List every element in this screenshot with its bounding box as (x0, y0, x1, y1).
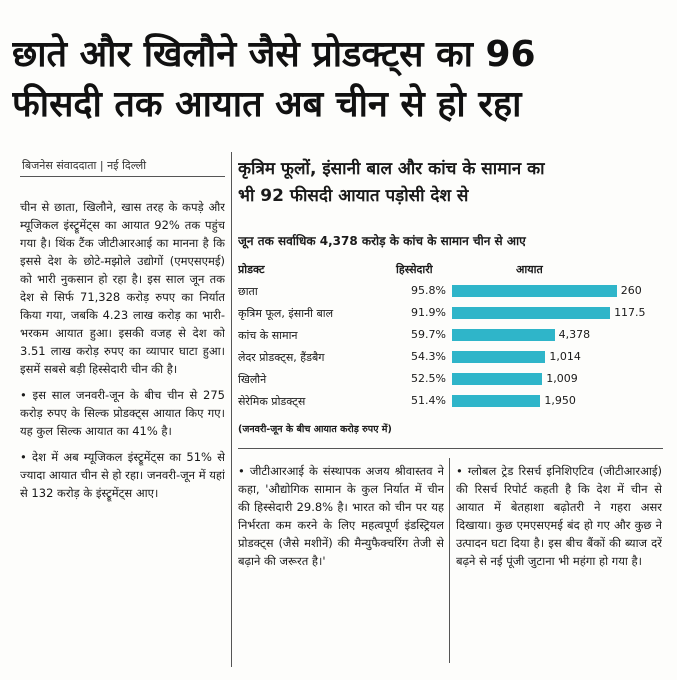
subheadline-line: भी 92 फीसदी आयात पड़ोसी देश से (238, 186, 469, 206)
table-row: कृत्रिम फूल, इंसानी बाल 91.9% 117.5 (238, 304, 668, 322)
column-rule (449, 458, 450, 663)
right-column: • ग्लोबल ट्रेड रिसर्च इनिशिएटिव (जीटीआरआ… (456, 462, 662, 662)
share: 54.3% (411, 350, 446, 363)
imports: 117.5 (614, 306, 646, 319)
column-rule (231, 152, 232, 667)
paragraph: चीन से छाता, खिलौने, खास तरह के कपड़े और… (20, 200, 225, 376)
import-table: प्रोडक्ट हिस्सेदारी आयात (जनवरी-जून के ब… (238, 262, 668, 438)
column-header: आयात (516, 263, 543, 276)
headline-line: फीसदी तक आयात अब चीन से हो रहा (12, 84, 522, 125)
subheadline-line: कृत्रिम फूलों, इंसानी बाल और कांच के साम… (238, 159, 545, 179)
product: कांच के सामान (238, 329, 298, 342)
paragraph: • देश में अब म्यूजिकल इंस्ट्रूमेंट्स का … (20, 450, 225, 500)
product: कृत्रिम फूल, इंसानी बाल (238, 307, 334, 320)
imports: 260 (620, 284, 642, 297)
product: छाता (238, 285, 258, 298)
share: 95.8% (411, 284, 446, 297)
table-caption: जून तक सर्वाधिक 4,378 करोड़ के कांच के स… (238, 234, 526, 248)
column-header: प्रोडक्ट (238, 263, 265, 276)
product: सेरेमिक प्रोडक्ट्स (238, 395, 306, 408)
column-header: हिस्सेदारी (396, 263, 433, 276)
share-bar (452, 395, 541, 407)
table-row: सेरेमिक प्रोडक्ट्स 51.4% 1,950 (238, 392, 668, 410)
paragraph: • जीटीआरआई के संस्थापक अजय श्रीवास्तव ने… (238, 464, 444, 568)
imports: 4,378 (558, 328, 591, 341)
share: 51.4% (411, 394, 446, 407)
share: 59.7% (411, 328, 446, 341)
share-bar (452, 373, 543, 385)
share: 91.9% (411, 306, 446, 319)
imports: 1,014 (549, 350, 581, 363)
headline-line: छाते और खिलौने जैसे प्रोडक्ट्स का 96 (12, 34, 536, 75)
rule (20, 176, 225, 177)
paragraph: • इस साल जनवरी-जून के बीच चीन से 275 करो… (20, 388, 225, 438)
product: लेदर प्रोडक्ट्स, हैंडबैग (238, 351, 325, 364)
paragraph: • ग्लोबल ट्रेड रिसर्च इनिशिएटिव (जीटीआरआ… (456, 464, 662, 568)
left-column: चीन से छाता, खिलौने, खास तरह के कपड़े और… (20, 198, 225, 668)
byline: बिजनेस संवाददाता | नई दिल्ली (22, 159, 147, 172)
product: खिलौने (238, 373, 267, 386)
imports: 1,950 (544, 394, 576, 407)
share-bar (452, 351, 546, 363)
share-bar (452, 307, 611, 319)
table-row: खिलौने 52.5% 1,009 (238, 370, 668, 388)
headline: छाते और खिलौने जैसे प्रोडक्ट्स का 96 फीस… (12, 30, 667, 130)
table-row: छाता 95.8% 260 (238, 282, 668, 300)
subheadline: कृत्रिम फूलों, इंसानी बाल और कांच के साम… (238, 156, 668, 210)
middle-column: • जीटीआरआई के संस्थापक अजय श्रीवास्तव ने… (238, 462, 444, 662)
table-note: (जनवरी-जून के बीच आयात करोड़ रुपए में) (238, 424, 392, 435)
share: 52.5% (411, 372, 446, 385)
imports: 1,009 (546, 372, 578, 385)
table-row: कांच के सामान 59.7% 4,378 (238, 326, 668, 344)
table-row: लेदर प्रोडक्ट्स, हैंडबैग 54.3% 1,014 (238, 348, 668, 366)
share-bar (452, 285, 617, 297)
share-bar (452, 329, 555, 341)
rule (238, 448, 663, 449)
